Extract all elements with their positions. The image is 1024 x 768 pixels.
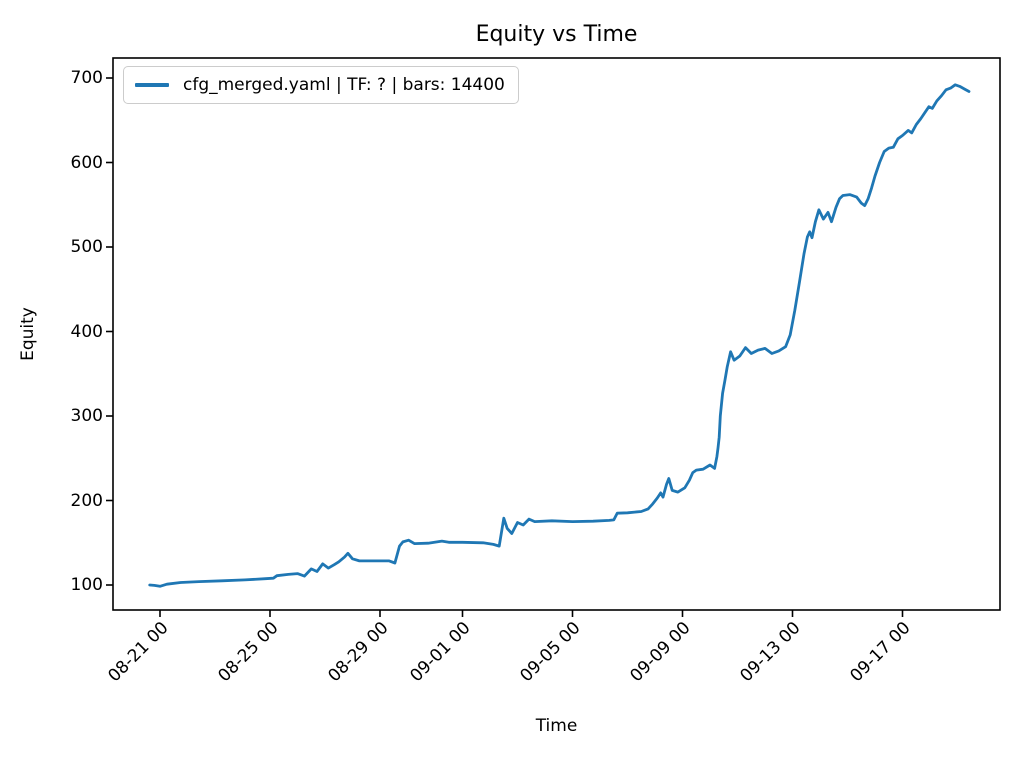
legend: cfg_merged.yaml | TF: ? | bars: 14400 <box>123 66 519 104</box>
y-tick-label: 500 <box>70 237 103 257</box>
equity-line <box>148 83 971 588</box>
legend-label: cfg_merged.yaml | TF: ? | bars: 14400 <box>183 75 505 95</box>
y-tick-label: 600 <box>70 152 103 173</box>
y-tick-label: 400 <box>70 321 103 342</box>
y-tick-label: 300 <box>70 406 103 426</box>
y-tick-label: 700 <box>70 68 103 88</box>
axes-spines <box>112 57 1001 611</box>
legend-line-sample <box>135 83 169 87</box>
x-axis-label: Time <box>535 716 578 736</box>
y-tick-label: 100 <box>70 575 103 595</box>
chart-title: Equity vs Time <box>475 22 638 47</box>
y-tick-label: 200 <box>70 490 103 511</box>
